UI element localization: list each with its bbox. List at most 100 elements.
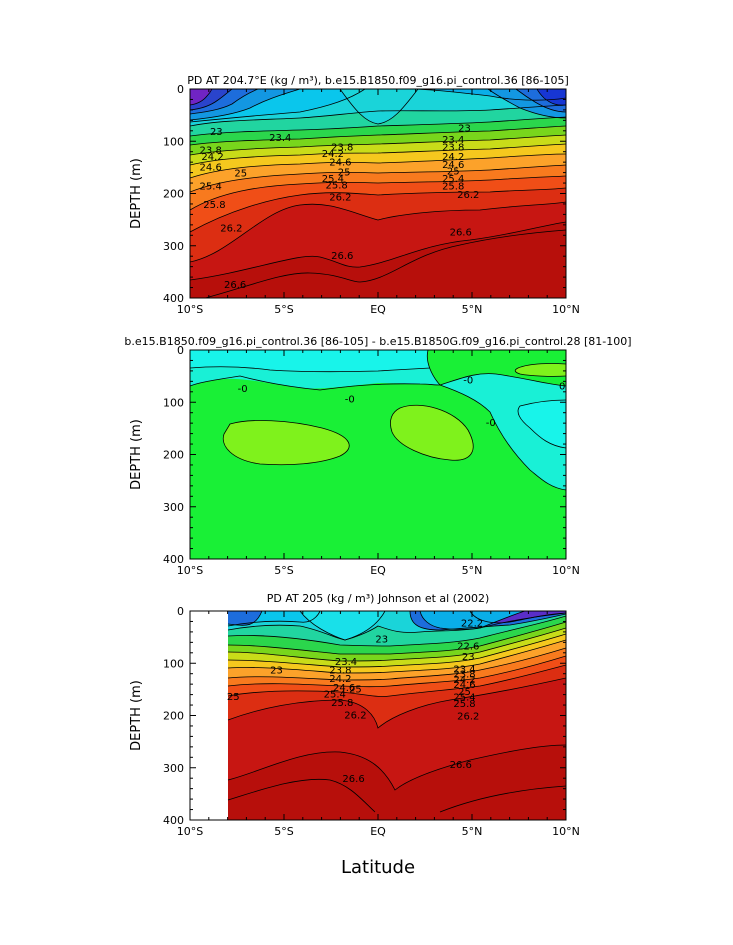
p2-cyan-right-inner: [518, 400, 566, 448]
contour-label: 24.6: [453, 680, 475, 691]
contour-label: 26.6: [224, 280, 246, 291]
contour-label: 25: [349, 684, 362, 695]
x-tick-label: 5°S: [274, 825, 293, 838]
panel-3: PD AT 205 (kg / m³) Johnson et al (2002): [189, 592, 567, 821]
contour-label: 26.6: [450, 228, 472, 239]
contour-label: 24.2: [329, 674, 351, 685]
x-tick-label: EQ: [370, 564, 386, 577]
contour-label: 25.8: [203, 200, 225, 211]
y-tick-label: 300: [163, 501, 184, 514]
contour-label: 24.2: [453, 675, 475, 686]
contour-label: 25.4: [200, 182, 222, 193]
contour-label: 26.2: [457, 712, 479, 723]
p1-band-right-21-0: [537, 89, 566, 106]
contour-label: 25: [227, 692, 240, 703]
contour-label: 26.6: [331, 251, 353, 262]
contour-label: 24.2: [201, 152, 223, 163]
contour-label: -0: [486, 418, 496, 429]
y-tick-label: 200: [163, 710, 184, 723]
y-tick-label: 100: [163, 396, 184, 409]
x-tick-label: 10°S: [177, 564, 203, 577]
y-tick-label: 400: [163, 292, 184, 305]
contour-label: 25: [447, 167, 460, 178]
y-tick-label: 200: [163, 449, 184, 462]
y-axis-label: DEPTH (m): [129, 419, 144, 490]
contour-label: -0: [238, 384, 248, 395]
contour-label: 25.8: [331, 698, 353, 709]
x-tick-label: 5°N: [462, 825, 483, 838]
y-axis-label: DEPTH (m): [129, 680, 144, 751]
y-tick-label: 300: [163, 240, 184, 253]
contour-label: 25: [458, 687, 471, 698]
contour-label: 23.4: [453, 665, 475, 676]
x-tick-label: 10°S: [177, 825, 203, 838]
p3-band-blue-left: [228, 611, 262, 626]
panel-3-title: PD AT 205 (kg / m³) Johnson et al (2002): [267, 592, 490, 605]
y-tick-label: 300: [163, 762, 184, 775]
x-tick-label: 5°N: [462, 303, 483, 316]
x-tick-label: 10°N: [552, 303, 580, 316]
contour-label: 23.4: [442, 135, 464, 146]
contour-label: 24.2: [322, 149, 344, 160]
contour-label: 25.4: [322, 174, 344, 185]
panel-2: b.e15.B1850.f09_g16.pi_control.36 [86-10…: [124, 335, 632, 560]
p2-lime-blob-top-right: [515, 363, 566, 377]
x-tick-label: 5°S: [274, 303, 293, 316]
y-tick-label: 100: [163, 135, 184, 148]
contour-label: 23: [458, 124, 471, 135]
contour-label: 23.8: [331, 143, 353, 154]
contour-label: 25.8: [326, 181, 348, 192]
contour-label: 23.8: [200, 146, 222, 157]
y-tick-label: 400: [163, 553, 184, 566]
x-tick-label: 5°S: [274, 564, 293, 577]
contour-label: 23.4: [269, 133, 291, 144]
x-axis-label: Latitude: [341, 857, 415, 878]
y-tick-label: 100: [163, 657, 184, 670]
contour-label: 26.2: [344, 711, 366, 722]
y-axis-label: DEPTH (m): [129, 158, 144, 229]
contour-label: 25: [234, 169, 247, 180]
contour-label: 25.8: [442, 182, 464, 193]
p2-cyan-top-light: [190, 350, 430, 372]
contour-label: 24.6: [333, 683, 355, 694]
contour-label: 23: [210, 127, 223, 138]
panel-1-title: PD AT 204.7°E (kg / m³), b.e15.B1850.f09…: [187, 74, 569, 87]
contour-label: 25.8: [453, 699, 475, 710]
x-tick-label: 10°N: [552, 564, 580, 577]
contour-label: 25.4: [453, 693, 475, 704]
contour-label: 23.4: [335, 657, 357, 668]
contour-label: 26.2: [220, 224, 242, 235]
p3-band-22-2-right: [420, 611, 525, 630]
y-tick-label: 200: [163, 188, 184, 201]
p1-band-center-22-6: [340, 89, 418, 124]
panel-1: PD AT 204.7°E (kg / m³), b.e15.B1850.f09…: [187, 74, 569, 299]
p1-band-20-6: [190, 89, 212, 105]
panel-1-contour-labels: 2323.423.824.224.62525.425.826.226.626.6…: [200, 124, 480, 291]
contour-label: 26.2: [457, 190, 479, 201]
contour-label: 23: [462, 652, 475, 663]
contour-label: 24.6: [329, 158, 351, 169]
contour-label: -0: [463, 375, 473, 386]
panel-2-contour-labels: -0 -0 -0 -0 0: [238, 375, 566, 429]
p2-lime-blob-right: [390, 405, 474, 461]
contour-label: 26.6: [450, 760, 472, 771]
contour-label: 23.8: [453, 670, 475, 681]
contour-label: 25.4: [324, 690, 346, 701]
y-tick-label: 400: [163, 814, 184, 827]
contour-label: 23: [270, 666, 283, 677]
y-tick-label: 0: [177, 83, 184, 96]
contour-label: 0: [559, 382, 565, 393]
contour-label: 24.6: [442, 160, 464, 171]
contour-label: 24.2: [442, 152, 464, 163]
contour-label: 26.6: [342, 774, 364, 785]
x-tick-label: 10°N: [552, 825, 580, 838]
y-tick-label: 0: [177, 605, 184, 618]
panel-2-title: b.e15.B1850.f09_g16.pi_control.36 [86-10…: [124, 335, 631, 348]
contour-label: 23: [375, 635, 388, 646]
p3-band-light-upper: [300, 611, 385, 640]
contour-label: 26.2: [329, 193, 351, 204]
contour-label: -0: [345, 395, 355, 406]
contour-label: 25.4: [442, 174, 464, 185]
